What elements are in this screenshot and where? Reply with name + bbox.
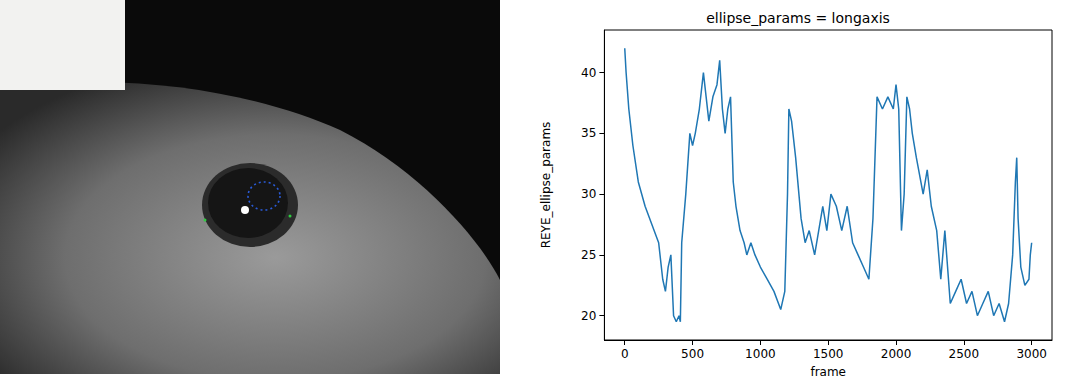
svg-text:0: 0 xyxy=(621,347,629,361)
svg-text:REYE_ellipse_params: REYE_ellipse_params xyxy=(539,122,553,249)
svg-text:35: 35 xyxy=(581,126,596,140)
svg-text:frame: frame xyxy=(810,365,846,379)
svg-text:1000: 1000 xyxy=(745,347,776,361)
svg-text:20: 20 xyxy=(581,309,596,323)
svg-text:2000: 2000 xyxy=(881,347,912,361)
svg-text:40: 40 xyxy=(581,66,596,80)
svg-text:2500: 2500 xyxy=(949,347,980,361)
svg-text:500: 500 xyxy=(681,347,704,361)
svg-text:3000: 3000 xyxy=(1016,347,1047,361)
svg-text:25: 25 xyxy=(581,248,596,262)
svg-text:30: 30 xyxy=(581,187,596,201)
svg-text:1500: 1500 xyxy=(813,347,844,361)
svg-text:ellipse_params = longaxis: ellipse_params = longaxis xyxy=(706,10,890,26)
